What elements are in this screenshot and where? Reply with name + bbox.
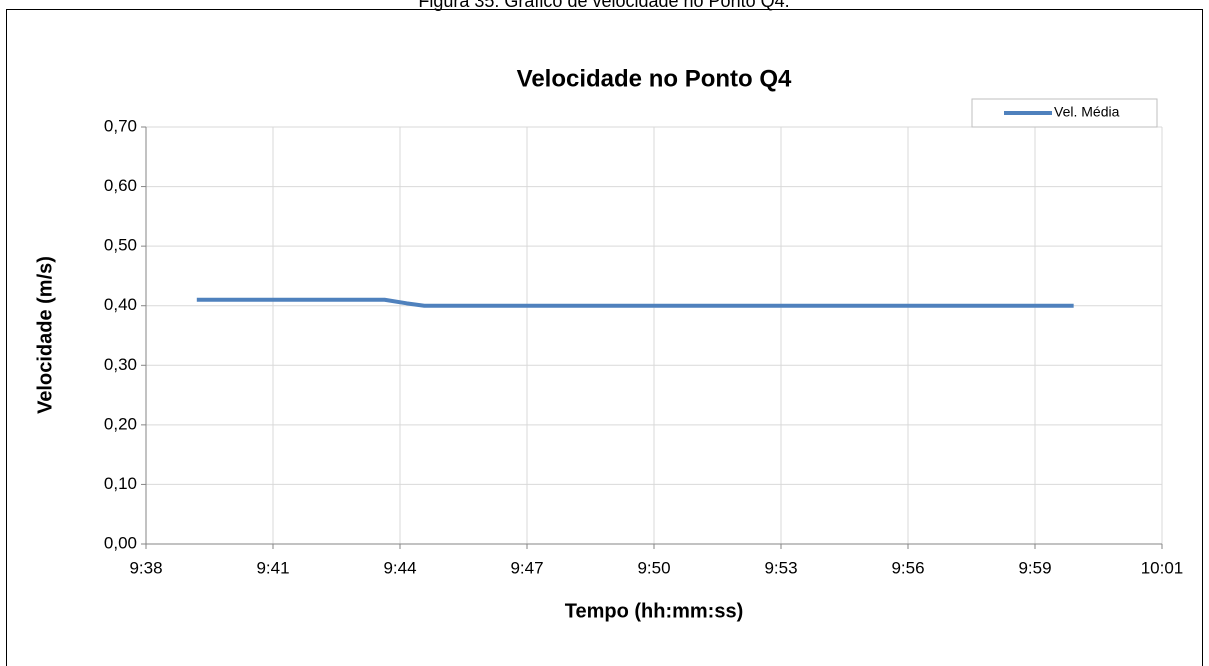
- chart-border: [6, 9, 1203, 666]
- x-tick-label: 9:53: [764, 558, 797, 577]
- y-tick-label: 0,30: [104, 355, 137, 374]
- caption: Figura 35: Gráfico de velocidade no Pont…: [418, 0, 789, 11]
- legend-box: [971, 98, 1158, 128]
- x-tick-label: 9:59: [1018, 558, 1051, 577]
- y-tick-label: 0,20: [104, 414, 137, 433]
- x-tick-label: 9:56: [891, 558, 924, 577]
- line-series: [196, 297, 1074, 308]
- x-tick-label: 9:47: [510, 558, 543, 577]
- y-tick-label: 0,60: [104, 176, 137, 195]
- x-tick-label: 9:38: [129, 558, 162, 577]
- y-tick-label: 0,70: [104, 116, 137, 135]
- x-tick-label: 10:01: [1141, 558, 1184, 577]
- x-tick-label: 9:44: [383, 558, 416, 577]
- chart-title: Velocidade no Ponto Q4: [517, 65, 792, 92]
- y-axis-label: Velocidade (m/s): [34, 256, 56, 414]
- y-tick-label: 0,40: [104, 295, 137, 314]
- x-axis-label: Tempo (hh:mm:ss): [565, 600, 744, 622]
- x-tick-label: 9:50: [637, 558, 670, 577]
- legend-label: Vel. Média: [1054, 104, 1120, 120]
- x-tick-label: 9:41: [256, 558, 289, 577]
- y-tick-label: 0,10: [104, 474, 137, 493]
- y-tick-label: 0,50: [104, 236, 137, 255]
- y-tick-label: 0,00: [104, 533, 137, 552]
